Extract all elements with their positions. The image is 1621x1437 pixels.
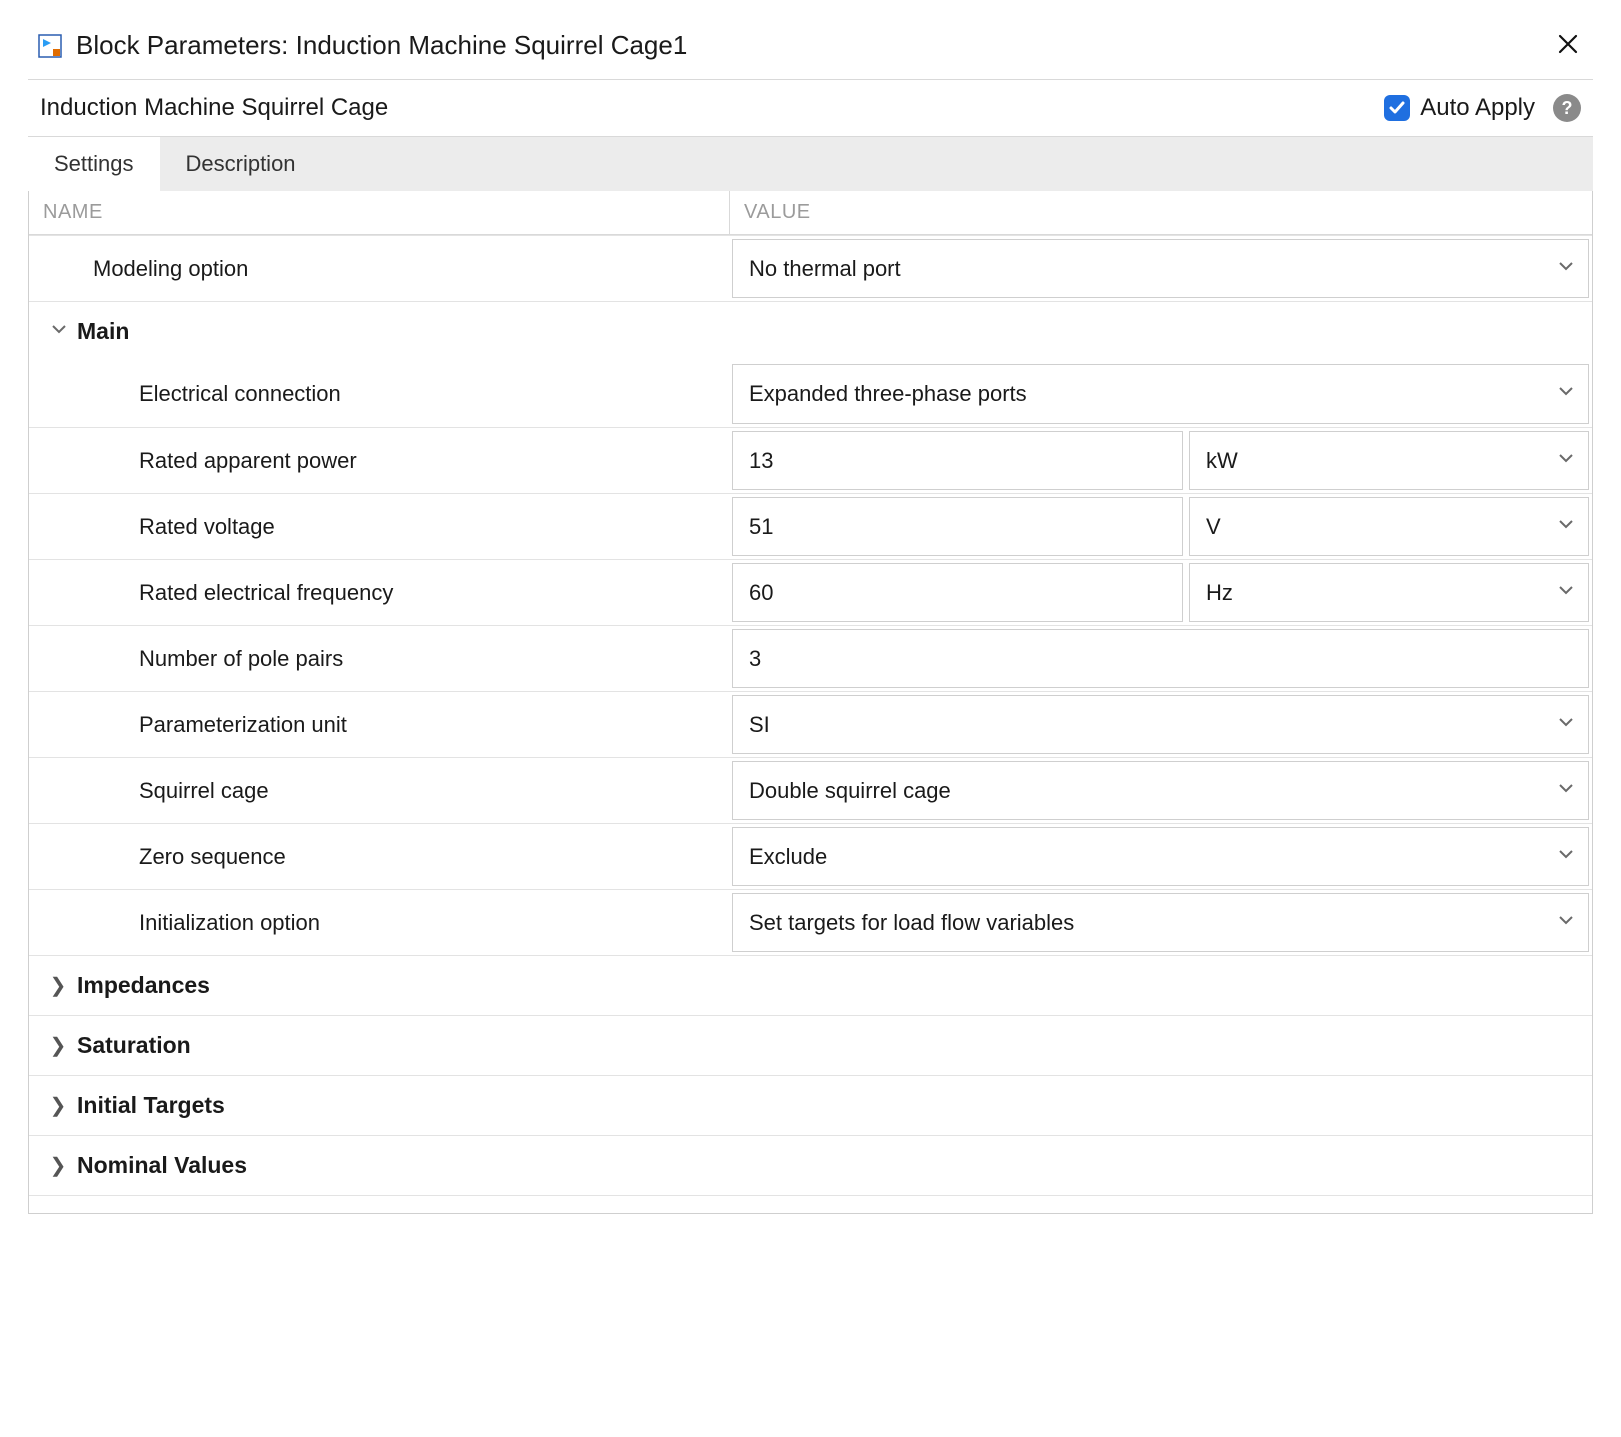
table-footer-spacer xyxy=(29,1195,1592,1213)
param-row-electrical-connection: Electrical connection Expanded three-phas… xyxy=(29,361,1592,427)
check-icon xyxy=(1388,99,1406,117)
rated-apparent-power-unit-select[interactable]: kW xyxy=(1189,431,1589,490)
parameters-table: NAME VALUE Modeling option No thermal po… xyxy=(28,191,1593,1214)
parameterization-unit-select[interactable]: SI xyxy=(732,695,1589,754)
rated-apparent-power-input[interactable]: 13 xyxy=(732,431,1183,490)
simulink-block-icon xyxy=(36,32,64,60)
section-main-body: Electrical connection Expanded three-phas… xyxy=(29,361,1592,955)
param-row-rated-apparent-power: Rated apparent power 13 kW xyxy=(29,427,1592,493)
param-name: Parameterization unit xyxy=(29,692,729,757)
param-row-parameterization-unit: Parameterization unit SI xyxy=(29,691,1592,757)
input-value: 60 xyxy=(749,580,773,606)
select-value: Double squirrel cage xyxy=(749,778,951,804)
input-value: 51 xyxy=(749,514,773,540)
input-value: 3 xyxy=(749,646,761,672)
param-name: Modeling option xyxy=(29,236,729,301)
param-row-squirrel-cage: Squirrel cage Double squirrel cage xyxy=(29,757,1592,823)
param-row-zero-sequence: Zero sequence Exclude xyxy=(29,823,1592,889)
rated-voltage-unit-select[interactable]: V xyxy=(1189,497,1589,556)
chevron-down-icon xyxy=(1556,844,1576,870)
chevron-right-icon: ❯ xyxy=(49,1093,67,1118)
tab-description[interactable]: Description xyxy=(160,137,322,191)
electrical-connection-select[interactable]: Expanded three-phase ports xyxy=(732,364,1589,424)
chevron-down-icon xyxy=(49,319,67,345)
section-impedances-header[interactable]: ❯ Impedances xyxy=(29,955,1592,1015)
select-value: Set targets for load flow variables xyxy=(749,910,1074,936)
tab-settings[interactable]: Settings xyxy=(28,137,160,191)
block-subtitle: Induction Machine Squirrel Cage xyxy=(40,94,1384,122)
section-title: Saturation xyxy=(77,1032,191,1059)
param-name: Number of pole pairs xyxy=(29,626,729,691)
tab-bar: Settings Description xyxy=(28,137,1593,191)
section-main-header[interactable]: Main xyxy=(29,301,1592,361)
select-value: No thermal port xyxy=(749,256,901,282)
param-name: Squirrel cage xyxy=(29,758,729,823)
section-nominal-values-header[interactable]: ❯ Nominal Values xyxy=(29,1135,1592,1195)
chevron-down-icon xyxy=(1556,381,1576,407)
column-name-header: NAME xyxy=(29,191,729,234)
modeling-option-select[interactable]: No thermal port xyxy=(732,239,1589,298)
block-parameters-dialog: Block Parameters: Induction Machine Squi… xyxy=(0,0,1621,1214)
param-name: Rated apparent power xyxy=(29,428,729,493)
input-value: 13 xyxy=(749,448,773,474)
section-saturation-header[interactable]: ❯ Saturation xyxy=(29,1015,1592,1075)
help-button[interactable]: ? xyxy=(1553,94,1581,122)
param-name: Zero sequence xyxy=(29,824,729,889)
param-name: Electrical connection xyxy=(29,361,729,427)
rated-electrical-frequency-input[interactable]: 60 xyxy=(732,563,1183,622)
chevron-down-icon xyxy=(1556,712,1576,738)
section-title: Main xyxy=(77,318,129,345)
unit-value: V xyxy=(1206,514,1221,540)
chevron-right-icon: ❯ xyxy=(49,973,67,998)
chevron-down-icon xyxy=(1556,256,1576,282)
param-name: Rated electrical frequency xyxy=(29,560,729,625)
chevron-down-icon xyxy=(1556,910,1576,936)
auto-apply-checkbox[interactable] xyxy=(1384,95,1410,121)
initialization-option-select[interactable]: Set targets for load flow variables xyxy=(732,893,1589,952)
select-value: Exclude xyxy=(749,844,827,870)
unit-value: Hz xyxy=(1206,580,1233,606)
auto-apply-toggle[interactable]: Auto Apply xyxy=(1384,94,1535,122)
column-value-header: VALUE xyxy=(729,191,1592,234)
chevron-down-icon xyxy=(1556,580,1576,606)
number-of-pole-pairs-input[interactable]: 3 xyxy=(732,629,1589,688)
table-header: NAME VALUE xyxy=(29,191,1592,235)
param-name: Rated voltage xyxy=(29,494,729,559)
param-name: Initialization option xyxy=(29,890,729,955)
close-button[interactable] xyxy=(1551,31,1585,61)
unit-value: kW xyxy=(1206,448,1238,474)
param-row-rated-voltage: Rated voltage 51 V xyxy=(29,493,1592,559)
param-row-rated-electrical-frequency: Rated electrical frequency 60 Hz xyxy=(29,559,1592,625)
section-initial-targets-header[interactable]: ❯ Initial Targets xyxy=(29,1075,1592,1135)
chevron-right-icon: ❯ xyxy=(49,1033,67,1058)
auto-apply-label: Auto Apply xyxy=(1420,94,1535,122)
param-row-number-of-pole-pairs: Number of pole pairs 3 xyxy=(29,625,1592,691)
window-title: Block Parameters: Induction Machine Squi… xyxy=(76,30,1551,61)
section-title: Nominal Values xyxy=(77,1152,247,1179)
titlebar: Block Parameters: Induction Machine Squi… xyxy=(28,20,1593,79)
subtitle-row: Induction Machine Squirrel Cage Auto App… xyxy=(28,79,1593,137)
chevron-right-icon: ❯ xyxy=(49,1153,67,1178)
rated-electrical-frequency-unit-select[interactable]: Hz xyxy=(1189,563,1589,622)
rated-voltage-input[interactable]: 51 xyxy=(732,497,1183,556)
chevron-down-icon xyxy=(1556,778,1576,804)
help-icon: ? xyxy=(1562,98,1573,119)
close-icon xyxy=(1557,33,1579,55)
chevron-down-icon xyxy=(1556,514,1576,540)
section-title: Initial Targets xyxy=(77,1092,225,1119)
chevron-down-icon xyxy=(1556,448,1576,474)
section-title: Impedances xyxy=(77,972,210,999)
squirrel-cage-select[interactable]: Double squirrel cage xyxy=(732,761,1589,820)
select-value: Expanded three-phase ports xyxy=(749,381,1027,407)
zero-sequence-select[interactable]: Exclude xyxy=(732,827,1589,886)
param-row-modeling-option: Modeling option No thermal port xyxy=(29,235,1592,301)
select-value: SI xyxy=(749,712,770,738)
param-row-initialization-option: Initialization option Set targets for loa… xyxy=(29,889,1592,955)
